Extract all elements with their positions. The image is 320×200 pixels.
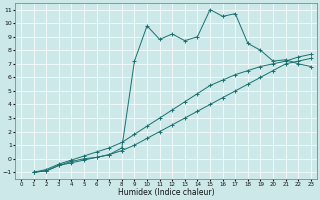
X-axis label: Humidex (Indice chaleur): Humidex (Indice chaleur) [118, 188, 214, 197]
